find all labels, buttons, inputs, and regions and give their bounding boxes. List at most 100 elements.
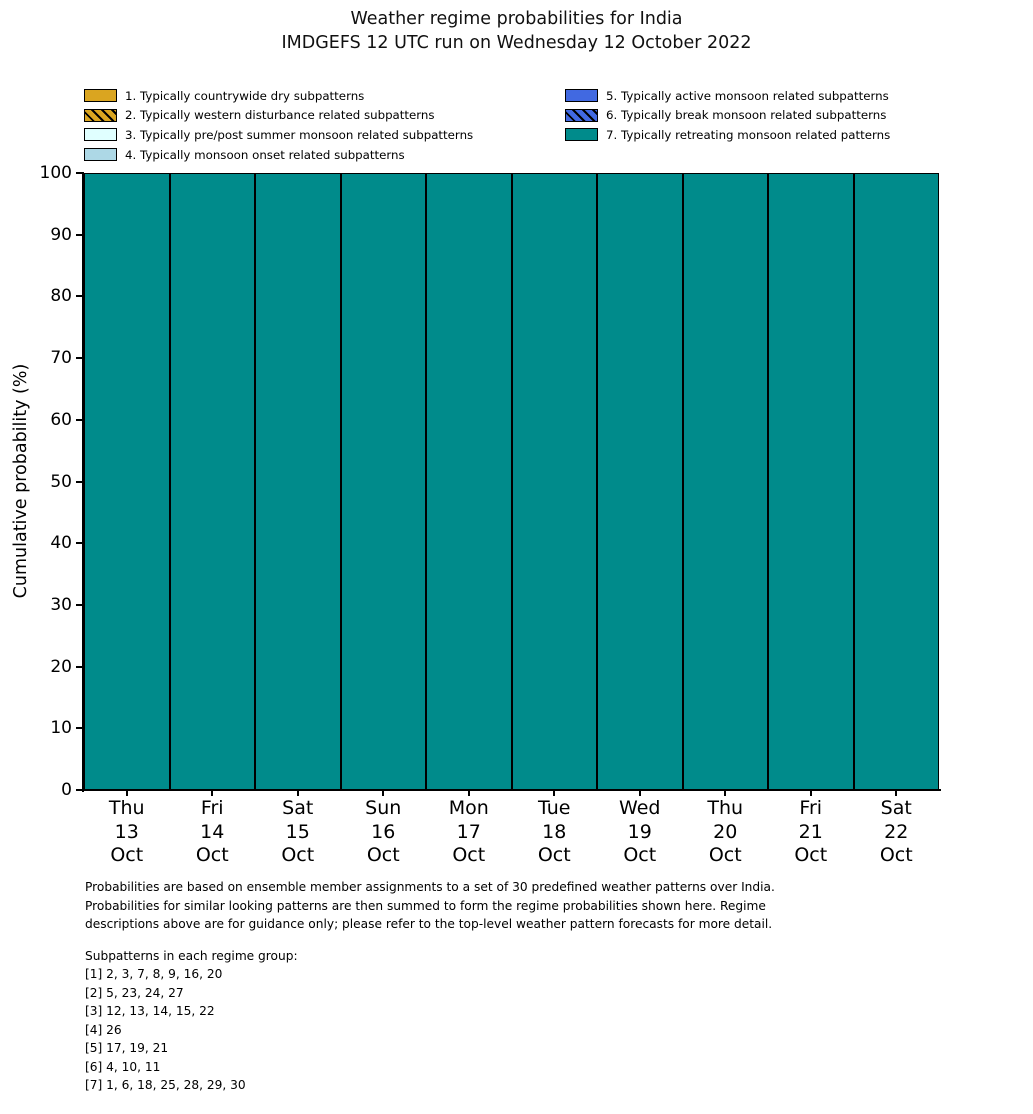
x-axis-tick-label: Sun 16 Oct (341, 797, 427, 868)
x-axis-tick-label-line: Oct (708, 844, 742, 866)
x-axis-tick-label-line: 15 (285, 820, 310, 843)
x-axis-tick (125, 790, 128, 796)
chart-title-line1: Weather regime probabilities for India (350, 9, 683, 29)
subpattern-line: [5] 17, 19, 21 (85, 1041, 169, 1055)
x-axis-tick-label-line: 18 (542, 820, 567, 843)
x-axis-tick-label-line: Oct (452, 844, 486, 866)
x-axis-tick-label: Tue 18 Oct (512, 797, 598, 868)
subpatterns-list: [1] 2, 3, 7, 8, 9, 16, 20 [2] 5, 23, 24, … (85, 965, 775, 1095)
legend-label: 1. Typically countrywide dry subpatterns (125, 88, 365, 103)
legend-swatch (565, 89, 598, 103)
x-axis-tick-label-line: Oct (794, 844, 828, 866)
y-axis-tick-label: 60 (50, 409, 72, 430)
x-axis-tick (553, 790, 556, 796)
footer-paragraph-line: Probabilities are based on ensemble memb… (85, 880, 775, 894)
subpatterns-heading: Subpatterns in each regime group: (85, 948, 298, 963)
x-axis-tick (895, 790, 898, 796)
bar-segment (84, 173, 170, 790)
y-axis-title: Cumulative probability (%) (11, 363, 31, 599)
y-axis-tick-label: 40 (50, 533, 72, 554)
bar-column-wed-19 (597, 173, 683, 790)
y-axis-tick (76, 357, 83, 360)
x-axis-tick-label: Wed 19 Oct (597, 797, 683, 868)
x-axis-tick-label: Mon 17 Oct (426, 797, 512, 868)
x-axis-tick-label-line: Mon (448, 797, 489, 819)
y-axis-tick (76, 233, 83, 236)
x-axis-tick-label-line: Oct (281, 844, 315, 866)
x-axis-tick-label-line: 17 (456, 820, 481, 843)
x-axis-tick-label: Fri 14 Oct (170, 797, 256, 868)
x-axis-tick-label-line: 16 (371, 820, 396, 843)
y-axis-tick-label: 100 (39, 163, 72, 183)
subpattern-line: [4] 26 (85, 1022, 122, 1037)
subpatterns-block: Subpatterns in each regime group: [1] 2,… (85, 947, 775, 1095)
x-axis-tick-label-line: Sat (880, 797, 912, 819)
y-axis-tick (76, 172, 83, 174)
x-axis-tick-label: Fri 21 Oct (768, 797, 854, 868)
x-axis-tick (382, 790, 385, 796)
legend-item: 4. Typically monsoon onset related subpa… (84, 145, 473, 165)
legend-swatch (84, 128, 117, 142)
x-axis-tick-label: Thu 13 Oct (84, 797, 170, 868)
y-axis-tick (76, 295, 83, 298)
legend-label: 3. Typically pre/post summer monsoon rel… (125, 127, 474, 142)
bar-segment (853, 173, 939, 790)
x-axis-tick (467, 790, 470, 796)
x-axis-tick-label-line: Sun (365, 797, 402, 819)
x-axis-tick (211, 790, 214, 796)
legend-item: 5. Typically active monsoon related subp… (565, 86, 890, 106)
legend-label: 2. Typically western disturbance related… (125, 108, 435, 123)
x-axis-tick-label-line: Thu (108, 797, 145, 819)
subpattern-line: [3] 12, 13, 14, 15, 22 (85, 1004, 215, 1018)
legend-item: 2. Typically western disturbance related… (84, 106, 473, 126)
subpattern-line: [1] 2, 3, 7, 8, 9, 16, 20 (85, 967, 223, 981)
x-axis-tick-label-line: Fri (200, 797, 224, 819)
legend-column-left: 1. Typically countrywide dry subpatterns… (84, 86, 473, 164)
y-axis-tick (76, 542, 83, 545)
bar-column-sat-15 (255, 173, 341, 790)
footer-paragraph: Probabilities are based on ensemble memb… (85, 878, 775, 934)
x-axis-tick-label-line: Oct (110, 844, 144, 866)
plot-area (84, 173, 939, 790)
legend-swatch (84, 148, 117, 162)
bar-segment (682, 173, 768, 790)
y-axis-tick-label: 0 (61, 780, 72, 800)
bar-column-thu-13 (84, 173, 170, 790)
y-axis-tick-label: 70 (50, 348, 72, 369)
bar-segment (597, 173, 683, 790)
bar-segment (768, 173, 854, 790)
bar-column-fri-14 (169, 173, 255, 790)
x-axis-tick (638, 790, 641, 796)
footer-paragraph-line: descriptions above are for guidance only… (85, 917, 773, 931)
y-axis-tick-label: 30 (50, 594, 72, 615)
legend-swatch (84, 108, 117, 122)
x-axis-tick (809, 790, 812, 796)
y-axis-tick-label: 80 (50, 286, 72, 307)
x-axis-tick-label: Thu 20 Oct (683, 797, 769, 868)
legend-label: 5. Typically active monsoon related subp… (606, 88, 889, 103)
subpattern-line: [7] 1, 6, 18, 25, 28, 29, 30 (85, 1078, 246, 1092)
legend-swatch (84, 89, 117, 103)
bar-column-sat-22 (853, 173, 939, 790)
legend-label: 7. Typically retreating monsoon related … (606, 127, 891, 142)
legend-label: 4. Typically monsoon onset related subpa… (125, 147, 405, 162)
y-axis-tick (76, 789, 83, 791)
x-axis-tick-label-line: Tue (538, 797, 571, 819)
bar-column-thu-20 (682, 173, 768, 790)
x-axis-tick-label-line: Oct (195, 844, 229, 866)
x-axis-tick-label-line: Oct (366, 844, 400, 866)
legend-item: 3. Typically pre/post summer monsoon rel… (84, 125, 473, 145)
x-axis-tick-label: Sat 15 Oct (255, 797, 341, 868)
chart-title-line2: IMDGEFS 12 UTC run on Wednesday 12 Octob… (281, 33, 752, 53)
x-axis-tick-label-line: Wed (619, 797, 661, 819)
y-axis-tick (76, 665, 83, 668)
x-axis-tick-label-line: Oct (537, 844, 571, 866)
y-axis-tick (76, 603, 83, 606)
x-axis-tick (724, 790, 727, 796)
legend-swatch (565, 108, 598, 122)
x-axis-tick-label-line: 20 (713, 820, 738, 843)
x-axis-tick-label-line: 14 (200, 820, 225, 843)
bar-segment (169, 173, 255, 790)
y-axis-tick (76, 418, 83, 421)
bar-column-sun-16 (340, 173, 426, 790)
